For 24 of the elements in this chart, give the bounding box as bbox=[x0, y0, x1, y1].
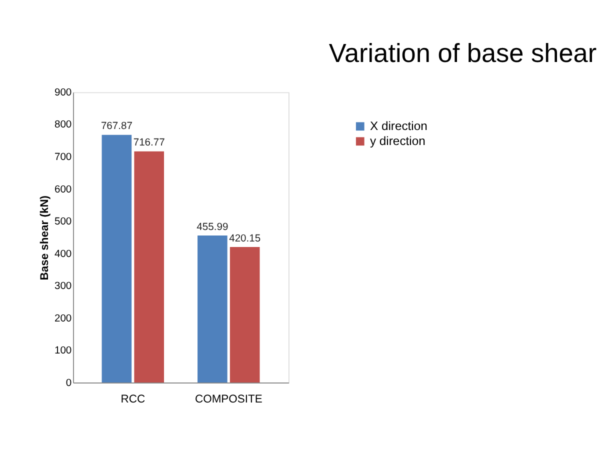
y-tick-label: 300 bbox=[54, 281, 72, 292]
y-tick-label: 600 bbox=[54, 184, 72, 196]
y-tick-label: 100 bbox=[54, 346, 72, 357]
y-tick-label: 900 bbox=[54, 87, 72, 98]
bar bbox=[102, 134, 132, 383]
x-tick-label: RCC bbox=[120, 394, 146, 406]
y-tick-label: 0 bbox=[66, 378, 72, 389]
y-tick-label: 400 bbox=[54, 248, 72, 260]
y-tick-label: 700 bbox=[54, 152, 72, 164]
y-axis-title: Base shear (kN) bbox=[38, 195, 51, 280]
bar bbox=[198, 235, 228, 383]
data-label: 767.87 bbox=[100, 121, 133, 132]
bar bbox=[230, 247, 260, 383]
data-label: 455.99 bbox=[196, 222, 228, 233]
y-tick-label: 500 bbox=[54, 216, 72, 228]
data-label: 716.77 bbox=[133, 138, 166, 149]
text: Variation of base shear bbox=[328, 38, 597, 68]
y-tick-label: 800 bbox=[54, 120, 72, 131]
legend-label: X direction bbox=[370, 119, 428, 134]
data-label: 420.15 bbox=[229, 233, 261, 244]
legend-label: y direction bbox=[370, 134, 426, 148]
bar bbox=[134, 151, 164, 383]
y-tick-label: 200 bbox=[54, 313, 72, 324]
x-tick-label: COMPOSITE bbox=[194, 394, 262, 406]
